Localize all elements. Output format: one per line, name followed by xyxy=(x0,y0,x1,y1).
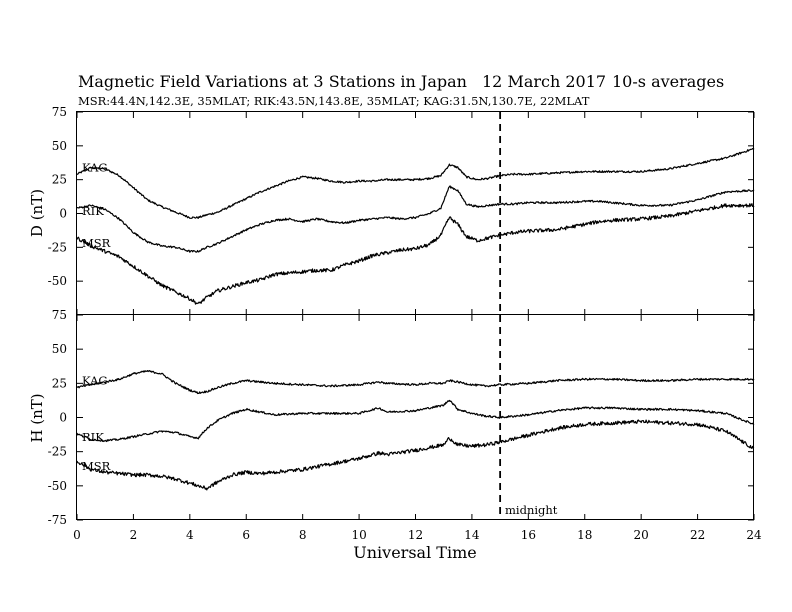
bottom-ytick-label: 75 xyxy=(52,308,67,322)
bottom-ytick-label: 0 xyxy=(59,411,67,425)
bottom-label-rik: RIK xyxy=(82,430,104,444)
top-label-rik: RIK xyxy=(82,204,104,218)
top-ytick-label: 0 xyxy=(59,207,67,221)
top-ytick-label: -25 xyxy=(48,240,67,254)
xtick-label: 12 xyxy=(408,528,423,542)
xtick-label: 10 xyxy=(351,528,366,542)
x-axis-label: Universal Time xyxy=(353,543,476,562)
bottom-ylabel: H (nT) xyxy=(28,393,46,442)
xtick-label: 18 xyxy=(577,528,592,542)
chart-subtitle: MSR:44.4N,142.3E, 35MLAT; RIK:43.5N,143.… xyxy=(78,94,590,108)
top-label-kag: KAG xyxy=(82,160,108,174)
bottom-ytick-label: -25 xyxy=(48,445,67,459)
top-ylabel: D (nT) xyxy=(28,189,46,237)
bottom-ytick-label: 50 xyxy=(52,342,67,356)
bottom-panel-frame xyxy=(76,314,754,520)
trace-group xyxy=(76,147,755,491)
xtick-label: 2 xyxy=(130,528,138,542)
bottom-label-msr: MSR xyxy=(82,459,111,473)
xtick-label: 20 xyxy=(634,528,649,542)
bottom-label-kag: KAG xyxy=(82,373,108,387)
bottom-ytick-label: -50 xyxy=(48,479,67,493)
xtick-label: 22 xyxy=(690,528,705,542)
xtick-label: 24 xyxy=(746,528,762,542)
xtick-label: 14 xyxy=(464,528,480,542)
midnight-label: midnight xyxy=(505,503,558,517)
chart-averaging: 10-s averages xyxy=(612,72,724,91)
top-ytick-label: 50 xyxy=(52,139,67,153)
bottom-ytick-label: 25 xyxy=(52,376,67,390)
xtick-label: 4 xyxy=(186,528,194,542)
top-ytick-label: 75 xyxy=(52,105,67,119)
xtick-label: 8 xyxy=(299,528,307,542)
xtick-label: 16 xyxy=(521,528,536,542)
bottom-trace-rik xyxy=(76,399,755,443)
bottom-ytick-label: -75 xyxy=(48,513,67,527)
top-trace-kag xyxy=(76,147,755,219)
series-label-group: KAG RIK MSR KAG RIK MSR xyxy=(82,160,111,473)
chart-date: 12 March 2017 xyxy=(482,72,606,91)
top-ytick-label: -50 xyxy=(48,274,67,288)
xtick-label: 6 xyxy=(242,528,250,542)
bottom-trace-kag xyxy=(76,370,755,395)
top-ytick-label: 25 xyxy=(52,173,67,187)
top-trace-rik xyxy=(76,185,755,253)
top-label-msr: MSR xyxy=(82,236,111,250)
xtick-label: 0 xyxy=(73,528,81,542)
chart-title: Magnetic Field Variations at 3 Stations … xyxy=(78,72,467,91)
top-trace-msr xyxy=(76,203,755,305)
bottom-trace-msr xyxy=(76,419,755,491)
